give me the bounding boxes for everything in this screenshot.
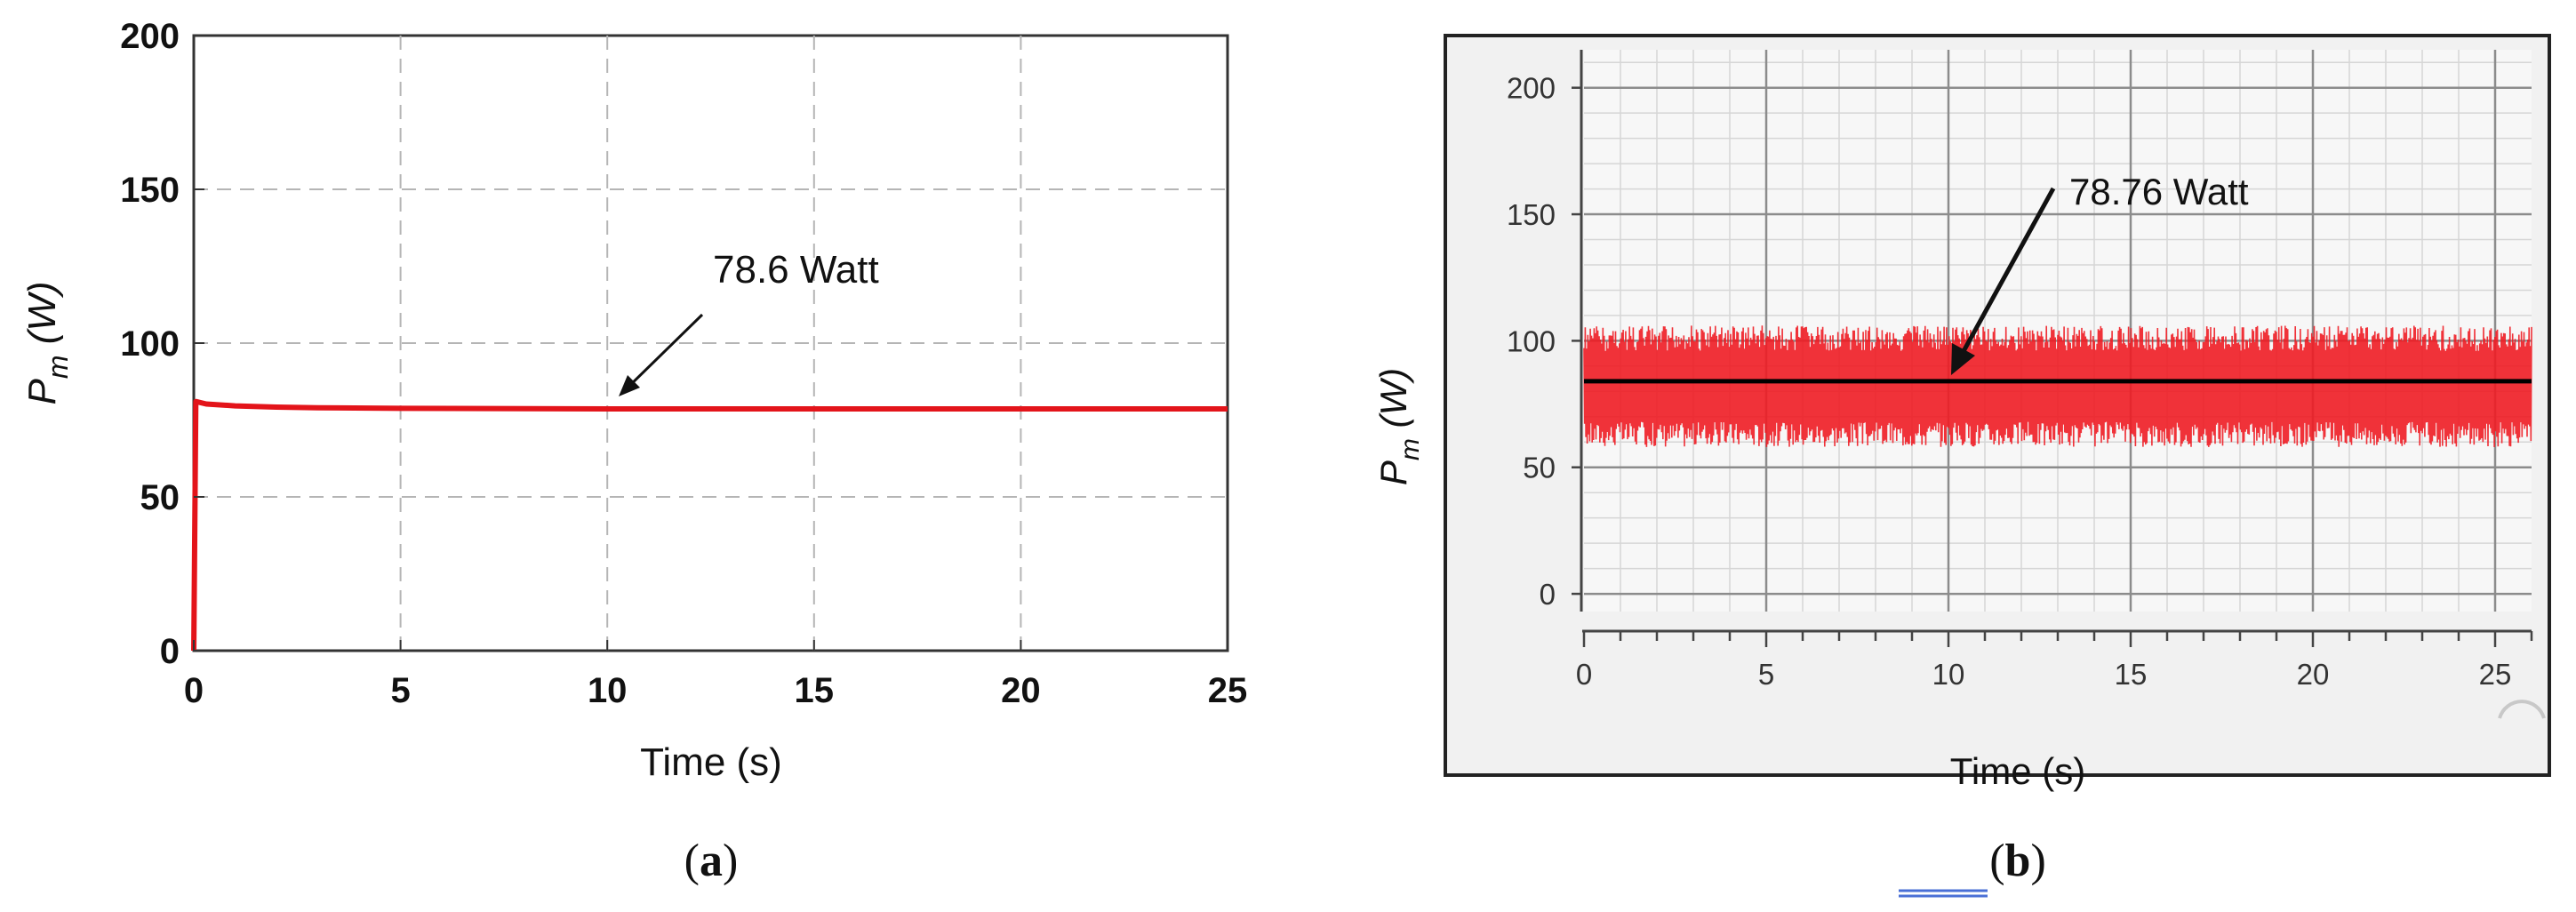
chart-b-caption: (b): [1989, 836, 2046, 886]
chart-a: 78.6 Watt 0 5 10 15 20 25 0 50 100 150 200 Time (…: [20, 17, 1247, 886]
chart-a-y-ticks: 0 50 100 150 200: [120, 17, 204, 671]
chart-b-annotation-arrow: [1956, 187, 2056, 363]
chart-b-y-axis-symbol: P: [1372, 460, 1414, 485]
chart-b-y-tick-label-1: 50: [1523, 452, 1556, 484]
chart-b-y-tick-label-3: 150: [1507, 198, 1556, 231]
chart-b-x-tick-label-0: 0: [1576, 658, 1592, 691]
chart-a-y-axis-unit: (W): [20, 281, 64, 355]
chart-b: 78.76 Watt 0 5 10 15 20 25 0 50 100 150 200 Time …: [1372, 34, 2551, 898]
chart-a-series: [191, 398, 1228, 652]
chart-b-x-tick-label-3: 15: [2115, 658, 2148, 691]
chart-a-x-tick-label-3: 15: [795, 671, 835, 710]
chart-b-x-axis-label: Time (s): [1950, 750, 2085, 792]
chart-b-corner-icon: [2498, 700, 2546, 719]
chart-b-x-tick-label-5: 25: [2479, 658, 2512, 691]
chart-a-y-axis-label: Pm (W): [20, 281, 74, 404]
chart-a-y-tick-label-1: 50: [140, 478, 180, 517]
chart-b-series-line-0: [1583, 325, 2532, 448]
chart-a-annotation-arrowhead: [619, 375, 640, 396]
chart-a-annotation-label: 78.6 Watt: [713, 248, 879, 292]
chart-b-y-axis-unit: (W): [1372, 368, 1414, 438]
chart-b-y-ticks: 0 50 100 150 200: [1507, 72, 1581, 611]
svg-text:Pm (W): Pm (W): [20, 281, 74, 404]
chart-a-y-tick-label-2: 100: [120, 324, 180, 364]
chart-a-x-axis-label: Time (s): [640, 740, 782, 784]
chart-b-x-tick-label-1: 5: [1758, 658, 1774, 691]
svg-text:Pm (W): Pm (W): [1372, 368, 1425, 485]
chart-a-annotation: 78.6 Watt: [619, 248, 879, 396]
chart-b-y-axis-label: Pm (W): [1372, 368, 1425, 485]
chart-a-y-tick-label-0: 0: [160, 632, 180, 671]
chart-a-x-tick-label-2: 10: [588, 671, 628, 710]
chart-a-x-tick-label-4: 20: [1001, 671, 1041, 710]
chart-a-y-tick-label-3: 150: [120, 171, 180, 210]
chart-a-grid: [194, 36, 1228, 651]
chart-a-x-tick-label-0: 0: [184, 671, 204, 710]
chart-b-annotation: 78.76 Watt: [1951, 171, 2249, 375]
chart-a-series-line-0: [191, 398, 1228, 652]
chart-b-annotation-arrowhead: [1951, 343, 1975, 375]
chart-a-x-ticks: 0 5 10 15 20 25: [184, 640, 1247, 710]
chart-b-y-tick-label-4: 200: [1507, 72, 1556, 105]
chart-a-x-tick-label-1: 5: [390, 671, 410, 710]
chart-b-series: [1583, 325, 2532, 448]
chart-b-x-ticks: 0 5 10 15 20 25: [1576, 631, 2533, 691]
chart-a-y-axis-symbol: P: [20, 379, 64, 405]
chart-a-caption: (a): [684, 836, 739, 886]
chart-b-y-tick-label-2: 100: [1507, 324, 1556, 357]
chart-a-annotation-arrow: [622, 313, 704, 393]
chart-a-x-tick-label-5: 25: [1208, 671, 1248, 710]
chart-a-y-tick-label-4: 200: [120, 17, 180, 56]
chart-b-x-tick-label-4: 20: [2297, 658, 2330, 691]
chart-b-x-tick-label-2: 10: [1932, 658, 1965, 691]
chart-b-y-tick-label-0: 0: [1540, 578, 1556, 611]
chart-b-y-axis-subscript: m: [1396, 438, 1425, 460]
chart-a-y-axis-subscript: m: [42, 356, 74, 380]
chart-b-annotation-label: 78.76 Watt: [2069, 171, 2249, 212]
